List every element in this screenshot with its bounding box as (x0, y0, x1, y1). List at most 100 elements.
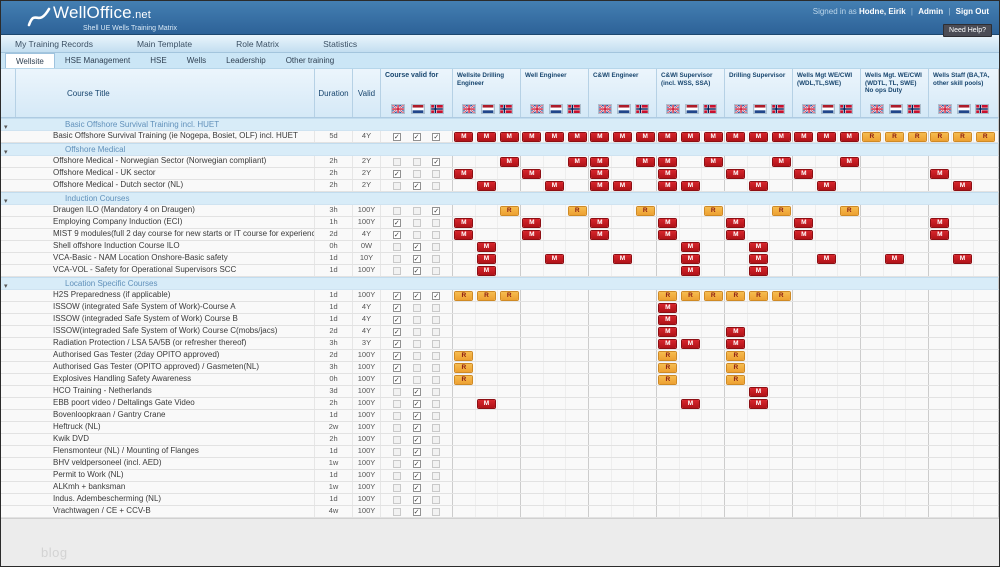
country-checkbox-no[interactable] (432, 399, 441, 408)
recommended-badge[interactable]: R (772, 206, 790, 215)
course-title[interactable]: ISSOW (integrated Safe System of Work)-C… (53, 302, 236, 311)
country-checkbox-nl[interactable] (412, 363, 421, 372)
country-checkbox-uk[interactable] (392, 507, 401, 516)
mandatory-badge[interactable]: M (568, 157, 586, 166)
country-checkbox-no[interactable] (432, 435, 441, 444)
mandatory-badge[interactable]: M (455, 218, 473, 227)
mandatory-badge[interactable]: M (500, 132, 518, 141)
country-checkbox-nl[interactable] (412, 206, 421, 215)
mandatory-badge[interactable]: M (478, 399, 495, 408)
mandatory-badge[interactable]: M (591, 132, 609, 141)
nav-statistics[interactable]: Statistics (323, 38, 358, 49)
mandatory-badge[interactable]: M (750, 266, 767, 275)
country-checkbox-no[interactable]: ✓ (432, 157, 441, 166)
course-title[interactable]: ISSOW(integraded Safe System of Work) Co… (53, 326, 278, 335)
country-checkbox-uk[interactable] (392, 411, 401, 420)
course-title[interactable]: Permit to Work (NL) (53, 470, 124, 479)
country-checkbox-no[interactable] (432, 483, 441, 492)
tab-wells[interactable]: Wells (186, 56, 207, 65)
mandatory-badge[interactable]: M (750, 181, 767, 190)
mandatory-badge[interactable]: M (931, 218, 949, 227)
country-checkbox-uk[interactable]: ✓ (392, 230, 401, 239)
country-checkbox-no[interactable]: ✓ (432, 132, 441, 141)
country-checkbox-no[interactable] (432, 266, 441, 275)
mandatory-badge[interactable]: M (659, 303, 677, 312)
country-checkbox-no[interactable] (432, 351, 441, 360)
course-title[interactable]: Radiation Protection / LSA 5A/5B (or ref… (53, 338, 247, 347)
course-title[interactable]: VCA-VOL - Safety for Operational Supervi… (53, 265, 237, 274)
mandatory-badge[interactable]: M (614, 132, 631, 141)
course-title[interactable]: Authorised Gas Tester (2day OPITO approv… (53, 350, 220, 359)
course-title[interactable]: Offshore Medical - Norwegian Sector (Nor… (53, 156, 267, 165)
course-title[interactable]: Shell offshore Induction Course ILO (53, 241, 180, 250)
country-checkbox-no[interactable] (432, 218, 441, 227)
mandatory-badge[interactable]: M (682, 339, 699, 348)
mandatory-badge[interactable]: M (750, 242, 767, 251)
country-checkbox-nl[interactable]: ✓ (412, 483, 421, 492)
mandatory-badge[interactable]: M (659, 315, 677, 324)
mandatory-badge[interactable]: M (818, 132, 835, 141)
recommended-badge[interactable]: R (931, 132, 949, 141)
course-title[interactable]: Basic Offshore Survival Training (ie Nog… (53, 131, 298, 140)
country-checkbox-nl[interactable]: ✓ (412, 399, 421, 408)
recommended-badge[interactable]: R (976, 132, 994, 141)
course-title[interactable]: Bovenloopkraan / Gantry Crane (53, 410, 166, 419)
country-checkbox-no[interactable] (432, 459, 441, 468)
course-title[interactable]: Offshore Medical - UK sector (53, 168, 156, 177)
section-row-induction-courses[interactable]: ▾ Induction Courses (1, 192, 999, 205)
recommended-badge[interactable]: R (659, 351, 677, 360)
course-title[interactable]: ISSOW (integraded Safe System of Work) C… (53, 314, 238, 323)
tab-leadership[interactable]: Leadership (226, 56, 266, 65)
country-checkbox-uk[interactable]: ✓ (392, 315, 401, 324)
course-title[interactable]: MIST 9 modules(full 2 day course for new… (53, 229, 314, 238)
recommended-badge[interactable]: R (750, 291, 767, 300)
country-checkbox-nl[interactable]: ✓ (412, 435, 421, 444)
country-checkbox-nl[interactable]: ✓ (412, 471, 421, 480)
mandatory-badge[interactable]: M (523, 218, 541, 227)
country-checkbox-no[interactable]: ✓ (432, 291, 441, 300)
country-checkbox-no[interactable] (432, 411, 441, 420)
country-checkbox-nl[interactable] (412, 303, 421, 312)
course-title[interactable]: VCA-Basic - NAM Location Onshore-Basic s… (53, 253, 228, 262)
country-checkbox-uk[interactable] (392, 254, 401, 263)
mandatory-badge[interactable]: M (478, 132, 495, 141)
mandatory-badge[interactable]: M (682, 266, 699, 275)
recommended-badge[interactable]: R (886, 132, 903, 141)
mandatory-badge[interactable]: M (546, 181, 563, 190)
tab-wellsite[interactable]: Wellsite (5, 53, 55, 68)
mandatory-badge[interactable]: M (886, 254, 903, 263)
mandatory-badge[interactable]: M (954, 254, 971, 263)
country-checkbox-nl[interactable]: ✓ (412, 266, 421, 275)
section-row-location-specific-courses[interactable]: ▾ Location Specific Courses (1, 277, 999, 290)
recommended-badge[interactable]: R (704, 206, 722, 215)
course-title[interactable]: Kwik DVD (53, 434, 90, 443)
country-checkbox-uk[interactable]: ✓ (392, 339, 401, 348)
mandatory-badge[interactable]: M (523, 230, 541, 239)
mandatory-badge[interactable]: M (659, 181, 677, 190)
country-checkbox-uk[interactable] (392, 242, 401, 251)
mandatory-badge[interactable]: M (659, 327, 677, 336)
country-checkbox-uk[interactable] (392, 266, 401, 275)
mandatory-badge[interactable]: M (636, 157, 654, 166)
collapse-arrow-icon[interactable]: ▾ (4, 282, 8, 290)
recommended-badge[interactable]: R (682, 291, 699, 300)
mandatory-badge[interactable]: M (455, 132, 473, 141)
mandatory-badge[interactable]: M (818, 181, 835, 190)
mandatory-badge[interactable]: M (727, 218, 745, 227)
mandatory-badge[interactable]: M (750, 254, 767, 263)
mandatory-badge[interactable]: M (795, 218, 813, 227)
mandatory-badge[interactable]: M (682, 181, 699, 190)
country-checkbox-uk[interactable] (392, 495, 401, 504)
recommended-badge[interactable]: R (659, 291, 677, 300)
recommended-badge[interactable]: R (954, 132, 971, 141)
mandatory-badge[interactable]: M (523, 132, 541, 141)
country-checkbox-no[interactable] (432, 363, 441, 372)
recommended-badge[interactable]: R (455, 363, 473, 372)
course-title[interactable]: Flensmonteur (NL) / Mounting of Flanges (53, 446, 199, 455)
mandatory-badge[interactable]: M (750, 132, 767, 141)
mandatory-badge[interactable]: M (840, 157, 858, 166)
mandatory-badge[interactable]: M (659, 230, 677, 239)
mandatory-badge[interactable]: M (772, 157, 790, 166)
recommended-badge[interactable]: R (727, 375, 745, 384)
mandatory-badge[interactable]: M (704, 157, 722, 166)
